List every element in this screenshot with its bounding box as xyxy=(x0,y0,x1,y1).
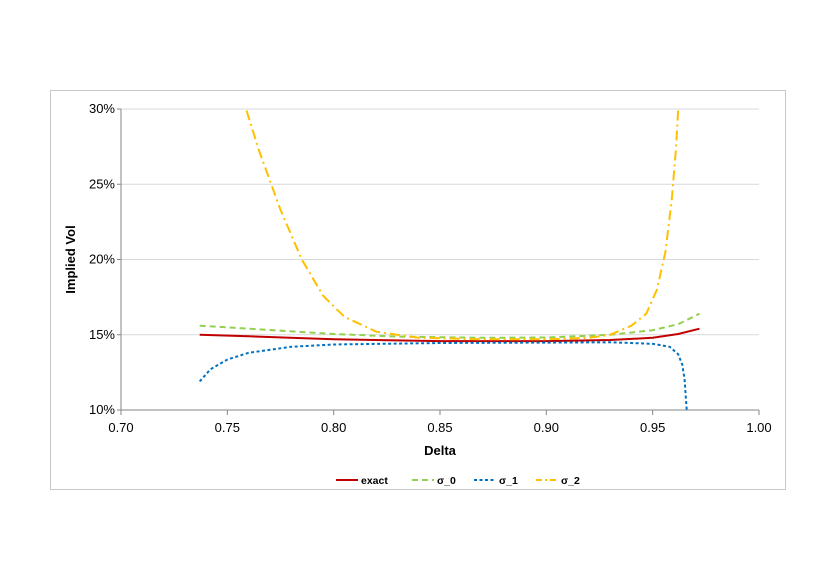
series-line xyxy=(245,108,680,341)
legend-label: σ_0 xyxy=(437,475,456,487)
y-tick-label: 30% xyxy=(89,101,115,116)
x-tick-label: 0.70 xyxy=(108,420,133,435)
legend-label: σ_1 xyxy=(499,475,518,487)
x-axis-title: Delta xyxy=(424,443,457,458)
y-tick-label: 15% xyxy=(89,327,115,342)
x-tick-label: 0.95 xyxy=(640,420,665,435)
x-tick-label: 0.80 xyxy=(321,420,346,435)
x-tick-label: 0.85 xyxy=(427,420,452,435)
legend-label: σ_2 xyxy=(561,475,580,487)
legend-label: exact xyxy=(361,475,388,487)
chart-area: 10% 15% 20% 25% 30% 0.70 0.75 0.80 0.85 0.90 0.95 1… xyxy=(50,90,786,490)
x-tick-label: 0.90 xyxy=(534,420,559,435)
y-tick-label: 10% xyxy=(89,402,115,417)
series-line xyxy=(198,341,688,411)
y-tick-label: 25% xyxy=(89,176,115,191)
y-tick-label: 20% xyxy=(89,252,115,267)
x-tick-label: 0.75 xyxy=(215,420,240,435)
series-line xyxy=(199,327,700,343)
x-tick-label: 1.00 xyxy=(746,420,771,435)
y-axis-title: Implied Vol xyxy=(63,225,78,293)
line-chart: 10% 15% 20% 25% 30% 0.70 0.75 0.80 0.85 0.90 0.95 1… xyxy=(63,101,772,487)
series-line xyxy=(199,312,700,339)
